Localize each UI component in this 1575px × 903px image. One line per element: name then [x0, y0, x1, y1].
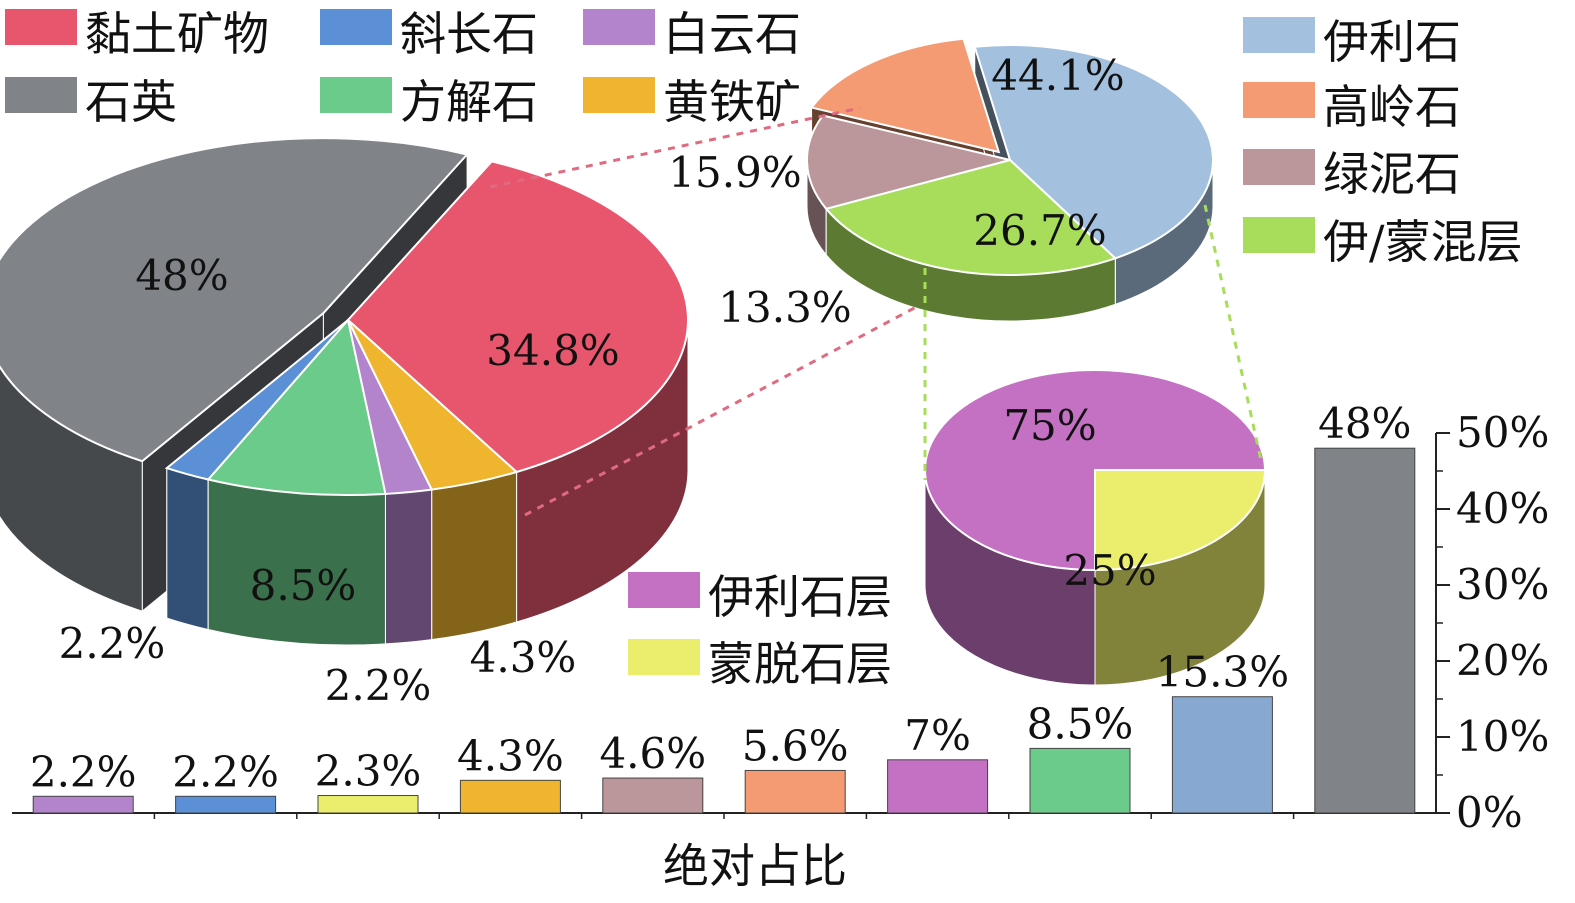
legend-clay-label-1: 高岭石: [1323, 80, 1461, 134]
legend-main-label-1: 斜长石: [400, 7, 538, 61]
legend-clay-label-3: 伊/蒙混层: [1323, 215, 1523, 269]
legend-mixed-swatch-1: [628, 639, 700, 675]
pie-mixed-label-1: 25%: [1063, 546, 1156, 595]
connector-mixed-right: [1203, 204, 1264, 466]
bar-e6969ce995bfe79fb3: [175, 795, 277, 814]
bar-y-tick-label-1: 10%: [1456, 712, 1549, 761]
bar-label-5: 5.6%: [742, 721, 849, 770]
legend-clay-label-2: 绿泥石: [1323, 147, 1461, 201]
bar-label-9: 48%: [1318, 399, 1411, 448]
pie-clay-slice-e4bc8ae588a9e79fb3: [973, 44, 1214, 260]
legend-main-swatch-1: [320, 9, 392, 45]
bar-y-tick-label-5: 50%: [1456, 408, 1549, 457]
bar-e79fb3e88bb1: [1314, 447, 1416, 814]
main-pie: 34.8% 4.3% 2.2% 8.5% 2.2% 48%: [0, 137, 689, 710]
pie-main-slice-e696b9e8a7a3e79fb3: [206, 317, 387, 496]
legend-main-label-2: 白云石: [663, 7, 801, 61]
pie-mixed-slice-e4bc8ae588a9e79fb3e5b182: [924, 369, 1267, 572]
bar-label-3: 4.3%: [457, 731, 564, 780]
pie-main-slice-e6969ce995bfe79fb3: [164, 319, 349, 481]
legend-mixed-label-1: 蒙脱石层: [708, 637, 892, 691]
legend-mixed-label-0: 伊利石层: [708, 570, 892, 624]
legend-main-swatch-4: [320, 77, 392, 113]
bar-label-4: 4.6%: [599, 729, 706, 778]
bar-e9bb84e99381e79fbf: [459, 779, 561, 814]
legend-main-swatch-5: [583, 77, 655, 113]
connector-clay-bottom: [524, 303, 921, 517]
bar-y-tick-label-0: 0%: [1456, 788, 1523, 837]
legend-main-swatch-2: [583, 9, 655, 45]
pie-main-slice-e9bb8fe59c9fe79fbfe789a9: [346, 160, 689, 474]
legend-main-label-5: 黄铁矿: [663, 75, 801, 129]
bar-x-axis-title: 绝对占比: [663, 839, 847, 893]
bar-y-tick-label-3: 30%: [1456, 560, 1549, 609]
pie-clay-slice-e7bbbfe6b3a5e79fb3: [806, 114, 1011, 210]
clay-pie: 44.1% 26.7% 13.3% 15.9%: [668, 37, 1214, 332]
pie-clay-slice-e4bc8a2fe89299e6b7b7e5b182: [824, 158, 1118, 276]
pie-mixed-slice-e89299e884b1e79fb3e5b182: [1094, 469, 1267, 572]
legend-clay-swatch-2: [1243, 149, 1315, 185]
bar-e89299e884b1e79fb3e5b182: [317, 795, 419, 814]
pie-clay-label-0: 44.1%: [991, 51, 1124, 100]
bar-e9ab98e5b2ade79fb3: [744, 769, 846, 814]
legend-clay-swatch-1: [1243, 82, 1315, 118]
bar-e7bbbfe6b3a5e79fb3: [602, 777, 704, 814]
pie-main-label-4: 2.2%: [59, 619, 166, 668]
bar-label-6: 7%: [904, 711, 971, 760]
bar-label-2: 2.3%: [315, 747, 422, 796]
pie-main-slice-e79fb3e88bb1: [0, 137, 469, 463]
pie-clay-slice-e9ab98e5b2ade79fb3: [809, 37, 1001, 154]
legend-clay-swatch-0: [1243, 17, 1315, 53]
pie-main-label-0: 34.8%: [486, 326, 619, 375]
bar-label-8: 15.3%: [1156, 648, 1289, 697]
bar-e4bc8ae588a9e79fb3e5b182: [887, 759, 989, 814]
pie-clay-label-3: 15.9%: [668, 148, 801, 197]
pie-main-label-1: 4.3%: [470, 633, 577, 682]
pie-main-label-3: 8.5%: [250, 561, 357, 610]
bar-chart: 2.2% 2.2% 2.3% 4.3% 4.6% 5.6% 7% 8.5% 15.3% 48% 0%…: [12, 399, 1549, 893]
legend-main-label-0: 黏土矿物: [85, 7, 269, 61]
legend-main-label-3: 石英: [85, 75, 177, 129]
bar-y-tick-label-4: 40%: [1456, 484, 1549, 533]
bar-e799bde4ba91e79fb3: [32, 795, 134, 814]
pie-clay-label-1: 26.7%: [973, 206, 1106, 255]
bar-label-7: 8.5%: [1027, 699, 1134, 748]
bar-label-0: 2.2%: [30, 747, 137, 796]
pie-mixed-label-0: 75%: [1003, 401, 1096, 450]
mixed-pie: 75% 25%: [924, 369, 1267, 686]
legend-mixed-swatch-0: [628, 572, 700, 608]
legend-clay-swatch-3: [1243, 217, 1315, 253]
legend-main-swatch-0: [5, 9, 77, 45]
bar-label-1: 2.2%: [172, 747, 279, 796]
legend-clay-label-0: 伊利石: [1323, 15, 1461, 69]
bar-e696b9e8a7a3e79fb3: [1029, 747, 1131, 814]
legend-main-swatch-3: [5, 77, 77, 113]
pie-main-label-2: 2.2%: [325, 661, 432, 710]
pie-main-label-5: 48%: [135, 251, 228, 300]
pie-clay-label-2: 13.3%: [718, 283, 851, 332]
legend-main-label-4: 方解石: [400, 75, 538, 129]
bar-y-tick-label-2: 20%: [1456, 636, 1549, 685]
bar-e4bc8ae588a9e79fb3: [1171, 696, 1273, 814]
